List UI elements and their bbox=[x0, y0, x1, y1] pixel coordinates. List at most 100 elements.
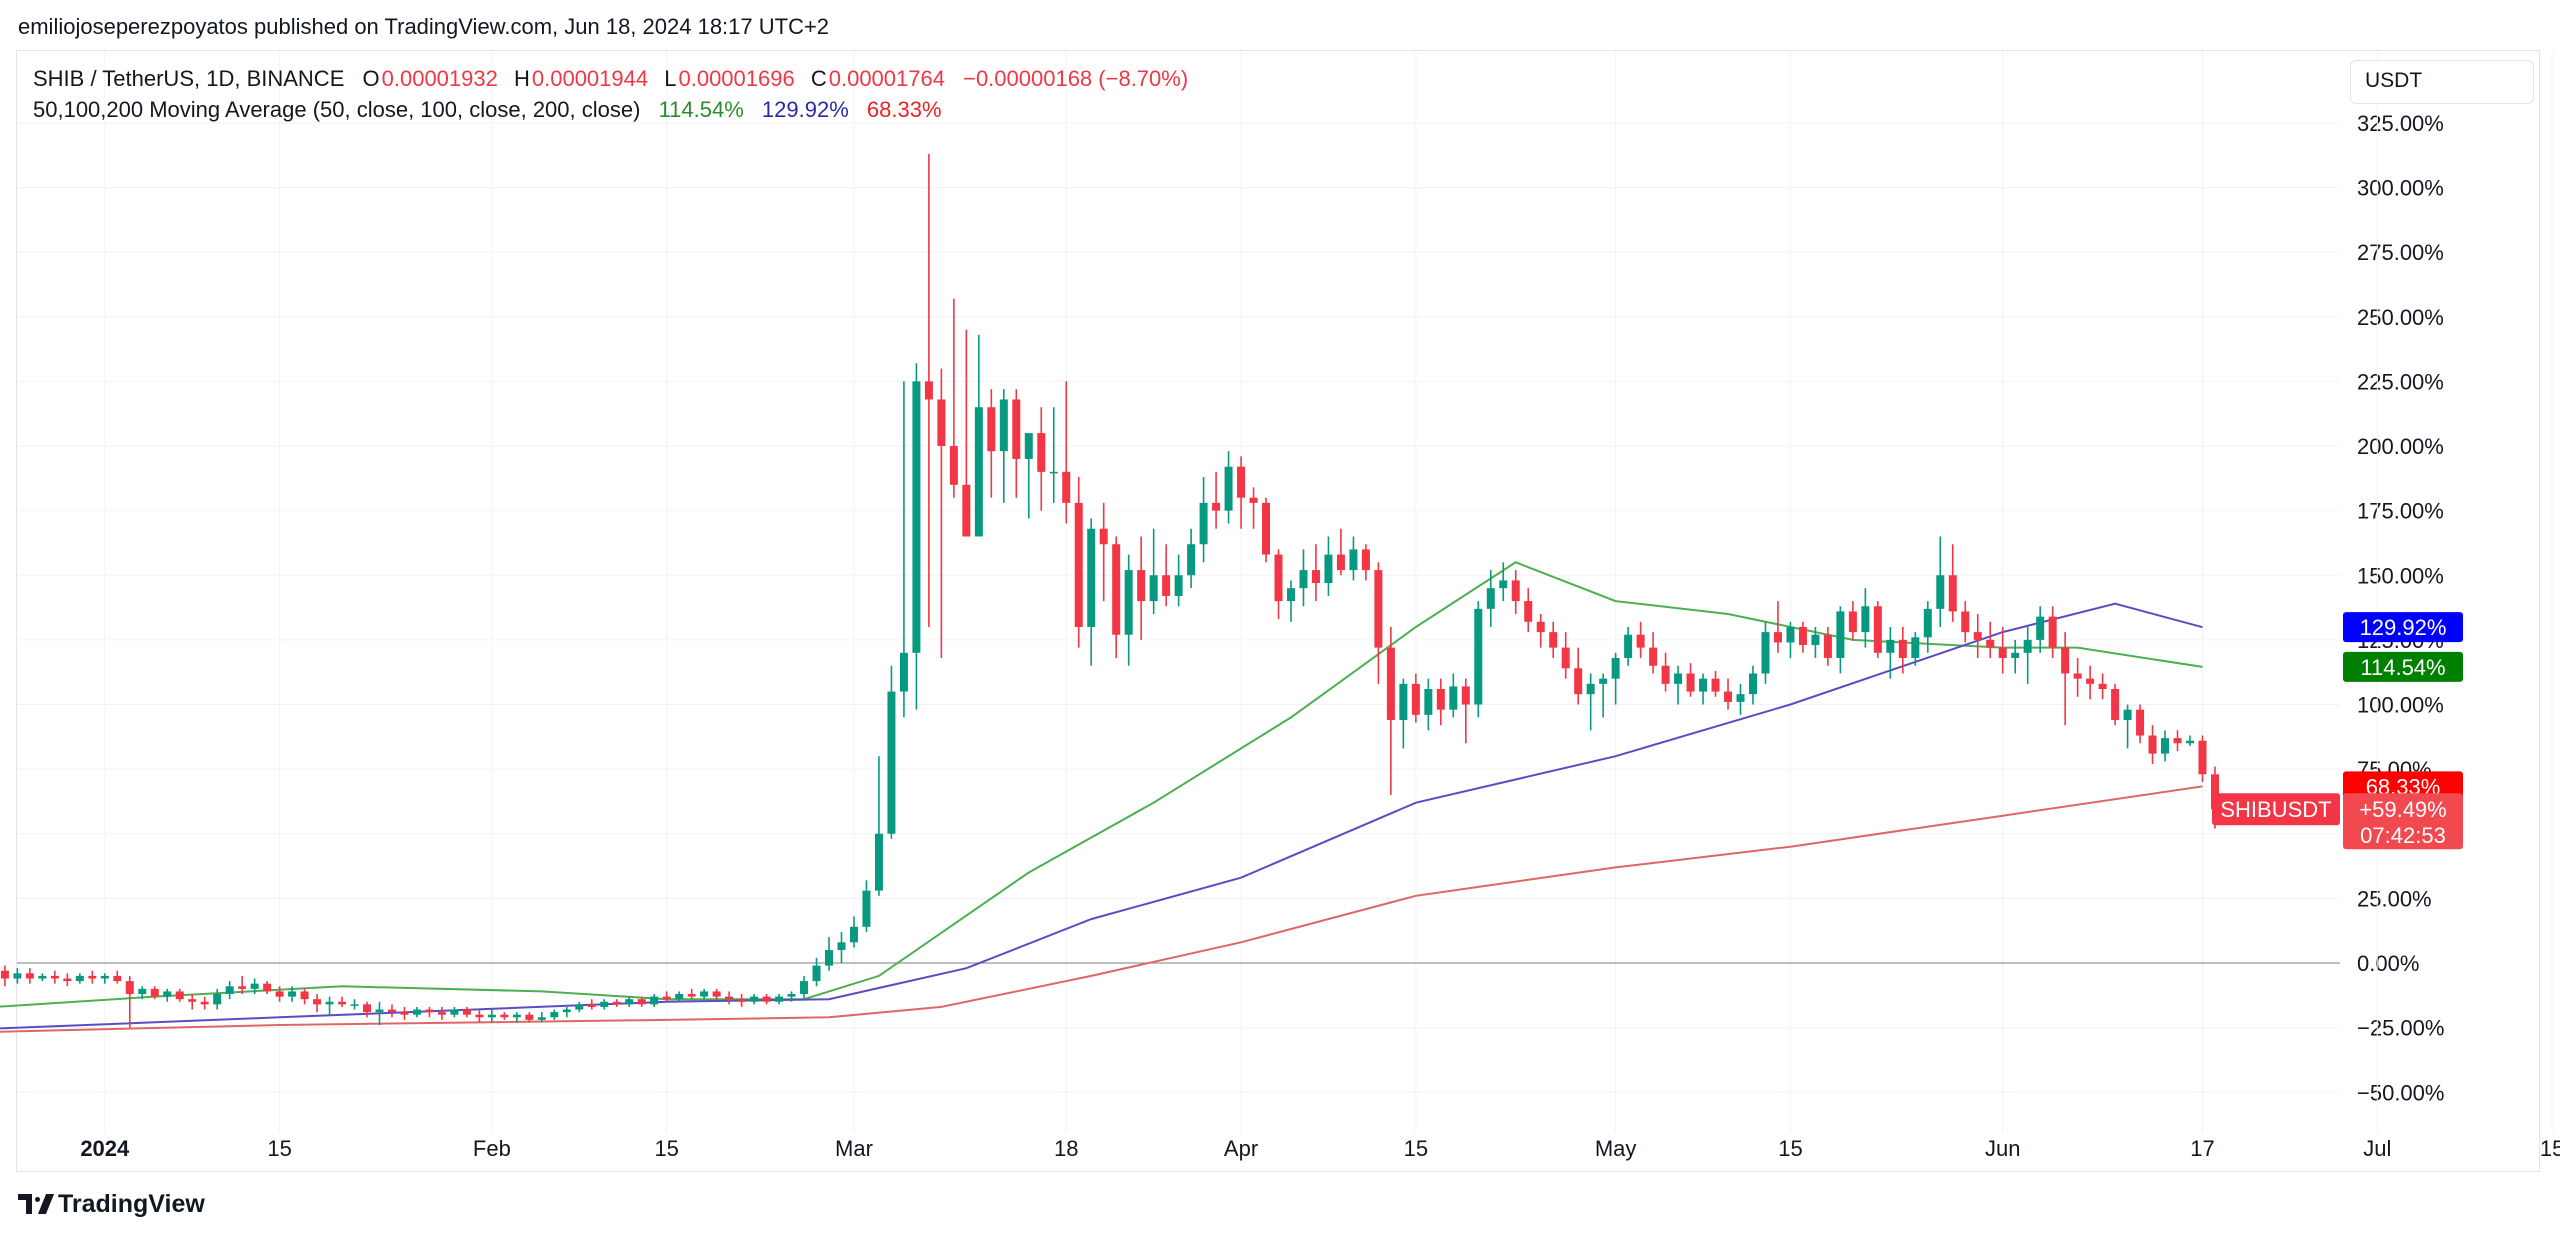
candle[interactable] bbox=[1786, 626, 1795, 643]
candle[interactable] bbox=[800, 981, 809, 995]
currency-button[interactable]: USDT bbox=[2350, 60, 2534, 104]
candle[interactable] bbox=[1873, 606, 1882, 653]
candle[interactable] bbox=[1948, 575, 1957, 612]
candle[interactable] bbox=[163, 991, 172, 997]
candle[interactable] bbox=[1137, 570, 1146, 602]
candle[interactable] bbox=[50, 975, 59, 979]
candle[interactable] bbox=[1649, 647, 1658, 666]
candle[interactable] bbox=[700, 991, 709, 997]
candle[interactable] bbox=[2048, 616, 2057, 648]
candle[interactable] bbox=[1923, 608, 1932, 638]
candle[interactable] bbox=[637, 999, 646, 1005]
candle[interactable] bbox=[500, 1014, 509, 1018]
candle[interactable] bbox=[1237, 466, 1246, 498]
candle[interactable] bbox=[25, 973, 34, 979]
candle[interactable] bbox=[1199, 502, 1208, 545]
candle[interactable] bbox=[1549, 632, 1558, 648]
candle[interactable] bbox=[2073, 673, 2082, 679]
candle[interactable] bbox=[712, 991, 721, 997]
candle[interactable] bbox=[450, 1009, 459, 1015]
candle[interactable] bbox=[1724, 691, 1733, 702]
candle[interactable] bbox=[1536, 621, 1545, 633]
candle[interactable] bbox=[113, 975, 122, 982]
candle[interactable] bbox=[1736, 694, 1745, 702]
candle[interactable] bbox=[363, 1004, 372, 1013]
candle[interactable] bbox=[849, 926, 858, 943]
candle[interactable] bbox=[263, 983, 272, 992]
tradingview-logo[interactable]: TradingView bbox=[18, 1190, 205, 1219]
symbol-label[interactable]: SHIB / TetherUS, 1D, BINANCE bbox=[33, 66, 345, 91]
candle[interactable] bbox=[1911, 637, 1920, 658]
candle[interactable] bbox=[650, 996, 659, 1005]
candle[interactable] bbox=[825, 950, 834, 966]
candle[interactable] bbox=[1212, 502, 1221, 511]
candle[interactable] bbox=[250, 983, 259, 989]
candle[interactable] bbox=[737, 999, 746, 1002]
candle[interactable] bbox=[874, 833, 883, 891]
candle[interactable] bbox=[1674, 673, 1683, 684]
candle[interactable] bbox=[562, 1009, 571, 1013]
candle[interactable] bbox=[350, 1004, 359, 1006]
candle[interactable] bbox=[625, 999, 634, 1005]
candle[interactable] bbox=[75, 975, 84, 982]
candle[interactable] bbox=[2173, 738, 2182, 744]
candle[interactable] bbox=[1586, 683, 1595, 695]
candle[interactable] bbox=[787, 994, 796, 997]
candle[interactable] bbox=[812, 965, 821, 982]
candle[interactable] bbox=[1886, 639, 1895, 653]
candle[interactable] bbox=[962, 484, 971, 537]
candle[interactable] bbox=[375, 1009, 384, 1013]
candle[interactable] bbox=[1087, 528, 1096, 627]
candle[interactable] bbox=[138, 988, 147, 995]
candle[interactable] bbox=[487, 1014, 496, 1018]
candle[interactable] bbox=[1049, 471, 1058, 474]
candle[interactable] bbox=[1249, 497, 1258, 503]
candle[interactable] bbox=[750, 996, 759, 1002]
candle[interactable] bbox=[1449, 686, 1458, 710]
candle[interactable] bbox=[537, 1017, 546, 1020]
candle[interactable] bbox=[1474, 608, 1483, 705]
candle[interactable] bbox=[150, 988, 159, 997]
candle[interactable] bbox=[188, 999, 197, 1002]
candle[interactable] bbox=[100, 975, 109, 979]
candle[interactable] bbox=[1099, 528, 1108, 545]
candle[interactable] bbox=[175, 991, 184, 1000]
candle[interactable] bbox=[2161, 738, 2170, 754]
candle[interactable] bbox=[1898, 639, 1907, 658]
candle[interactable] bbox=[1461, 686, 1470, 705]
candle[interactable] bbox=[612, 1001, 621, 1005]
candle[interactable] bbox=[1748, 673, 1757, 695]
candle[interactable] bbox=[762, 996, 771, 1002]
candle[interactable] bbox=[2061, 647, 2070, 674]
candle[interactable] bbox=[687, 994, 696, 997]
candle[interactable] bbox=[1561, 647, 1570, 669]
candle[interactable] bbox=[200, 1001, 209, 1005]
candle[interactable] bbox=[0, 970, 9, 979]
candle[interactable] bbox=[1374, 570, 1383, 648]
candle[interactable] bbox=[2023, 639, 2032, 653]
candle[interactable] bbox=[887, 691, 896, 834]
candle[interactable] bbox=[1973, 632, 1982, 640]
candle[interactable] bbox=[1798, 626, 1807, 646]
candle[interactable] bbox=[675, 994, 684, 1000]
candle[interactable] bbox=[412, 1009, 421, 1015]
candle[interactable] bbox=[1286, 588, 1295, 602]
candle[interactable] bbox=[974, 407, 983, 537]
candle[interactable] bbox=[387, 1009, 396, 1013]
candle[interactable] bbox=[1124, 570, 1133, 635]
candle[interactable] bbox=[275, 991, 284, 997]
candle[interactable] bbox=[13, 973, 22, 979]
candle[interactable] bbox=[1611, 657, 1620, 679]
candle[interactable] bbox=[1224, 466, 1233, 511]
candle[interactable] bbox=[288, 991, 297, 997]
candle[interactable] bbox=[1848, 611, 1857, 633]
candle[interactable] bbox=[1411, 683, 1420, 715]
candle[interactable] bbox=[987, 407, 996, 452]
candle[interactable] bbox=[1861, 606, 1870, 633]
candle[interactable] bbox=[300, 991, 309, 1000]
candle[interactable] bbox=[125, 981, 134, 995]
candle[interactable] bbox=[775, 996, 784, 1002]
candle[interactable] bbox=[2186, 740, 2195, 744]
candle[interactable] bbox=[587, 1004, 596, 1007]
candle[interactable] bbox=[1012, 399, 1021, 459]
